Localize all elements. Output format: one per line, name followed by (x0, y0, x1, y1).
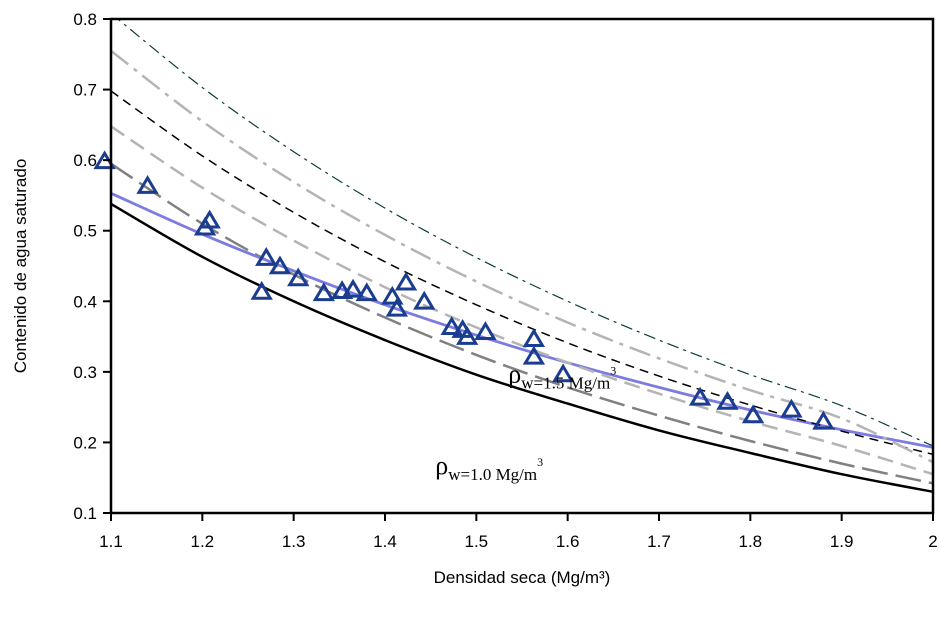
data-point-27 (780, 398, 803, 418)
data-point-7 (268, 255, 292, 275)
series-line-rho-1.5 (116, 19, 933, 447)
series-line-dash-lightgray (111, 125, 933, 476)
annotation-density-1: ρw=1.5 Mg/m3 (508, 359, 616, 392)
data-point-21 (522, 328, 546, 347)
data-point-6 (255, 247, 278, 266)
x-tick-label: 2 (928, 532, 937, 551)
data-point-14 (385, 297, 409, 317)
data-point-4 (198, 209, 221, 229)
y-tick-label: 0.3 (73, 363, 97, 382)
series-line-dash-darkgray (111, 162, 933, 485)
x-tick-label: 1.9 (830, 532, 854, 551)
data-point-16 (413, 290, 436, 310)
data-point-11 (341, 278, 365, 298)
y-tick-label: 0.6 (73, 151, 97, 170)
data-point-24 (688, 386, 712, 406)
y-tick-label: 0.2 (73, 433, 97, 452)
data-point-25 (716, 390, 739, 410)
data-point-12 (355, 282, 378, 302)
x-tick-label: 1.8 (739, 532, 763, 551)
y-tick-label: 0.4 (73, 292, 97, 311)
x-tick-label: 1.6 (556, 532, 580, 551)
series-line-rho-1.0 (111, 202, 933, 494)
series-line-fit (111, 192, 933, 449)
y-tick-label: 0.5 (73, 222, 97, 241)
x-tick-label: 1.7 (647, 532, 671, 551)
y-axis: 0.1 0.2 0.3 0.4 0.5 0.6 0.7 0.8 (73, 10, 111, 523)
series-line-dashdot-lightgray (111, 49, 933, 464)
data-point-13 (381, 285, 404, 305)
data-point-15 (394, 271, 418, 291)
x-tick-label: 1.5 (465, 532, 489, 551)
data-point-9 (312, 282, 335, 302)
data-point-28 (812, 410, 835, 430)
y-axis-title: Contenido de agua saturado (11, 159, 30, 374)
data-point-2 (136, 175, 159, 194)
y-tick-label: 0.7 (73, 81, 97, 100)
data-point-20 (474, 321, 497, 340)
annotation-density-2: ρw=1.0 Mg/m3 (435, 451, 543, 484)
x-tick-label: 1.1 (99, 532, 123, 551)
y-tick-label: 0.1 (73, 504, 97, 523)
plot-frame (109, 17, 935, 515)
x-tick-label: 1.2 (191, 532, 215, 551)
data-point-26 (741, 404, 765, 424)
data-point-8 (287, 267, 310, 287)
x-axis-title: Densidad seca (Mg/m³) (434, 568, 611, 587)
annotations: ρw=1.5 Mg/m3 ρw=1.0 Mg/m3 (435, 359, 616, 484)
data-point-5 (250, 280, 273, 300)
data-point-22 (522, 345, 546, 365)
data-point-17 (440, 316, 463, 336)
y-tick-label: 0.8 (73, 10, 97, 29)
data-point-19 (456, 326, 479, 345)
markers-layer (93, 150, 835, 430)
x-axis: 1.1 1.2 1.3 1.4 1.5 1.6 1.7 1.8 1.9 2 (99, 513, 938, 551)
x-tick-label: 1.4 (373, 532, 397, 551)
x-tick-label: 1.3 (282, 532, 306, 551)
plot-area (111, 19, 933, 513)
data-point-23 (551, 363, 575, 383)
